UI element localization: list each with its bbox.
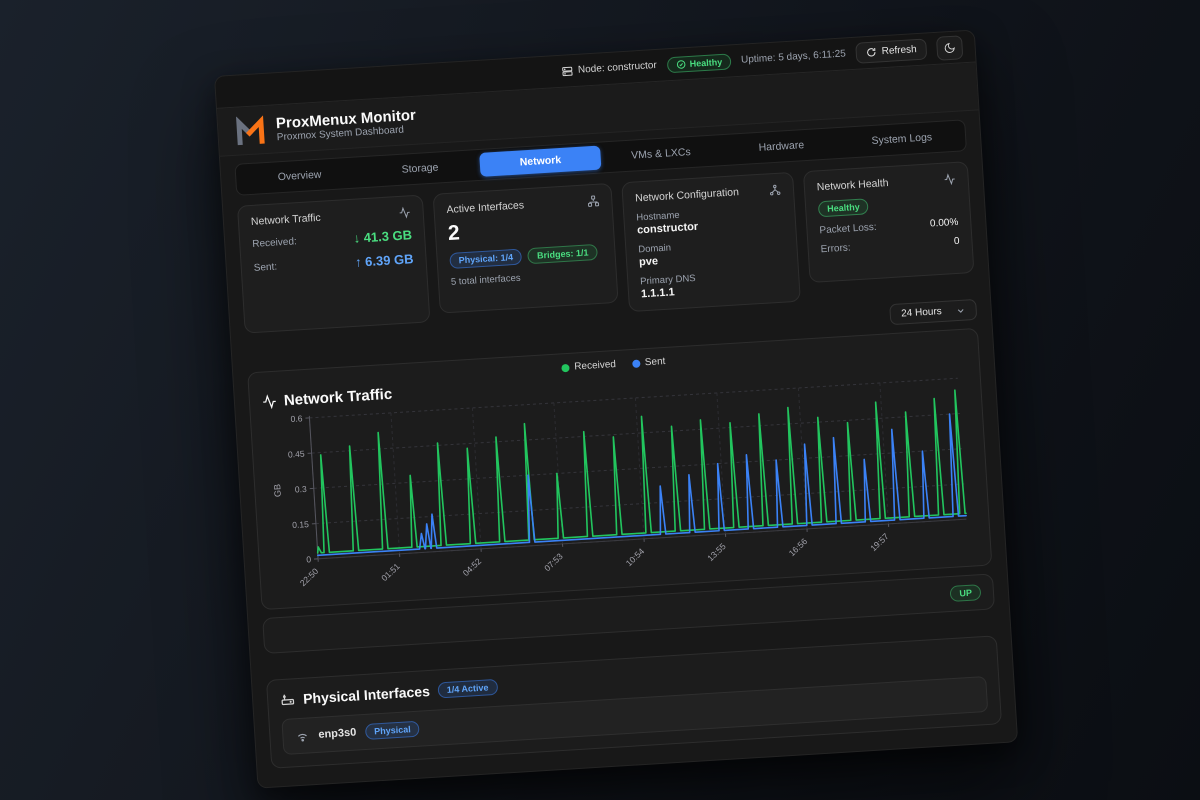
- active-interfaces-card: Active Interfaces 2 Physical: 1/4 Bridge…: [432, 182, 619, 314]
- svg-text:13:55: 13:55: [705, 541, 728, 563]
- activity-icon: [262, 394, 278, 410]
- svg-text:19:57: 19:57: [868, 531, 891, 553]
- interface-type-badge: Physical: [364, 720, 421, 740]
- uptime-label: Uptime: 5 days, 6:11:25: [740, 48, 847, 66]
- proxmenux-logo-icon: [234, 115, 268, 147]
- dashboard-window: Node: constructor Healthy Uptime: 5 days…: [214, 29, 1019, 789]
- physical-interfaces-card: Physical Interfaces 1/4 Active enp3s0 Ph…: [265, 634, 1003, 769]
- svg-text:0: 0: [306, 554, 312, 564]
- packet-loss-value: 0.00%: [929, 216, 959, 230]
- svg-text:0.3: 0.3: [295, 484, 308, 495]
- sent-value: ↑ 6.39 GB: [354, 251, 414, 270]
- chart-controls: 24 Hours: [245, 298, 978, 365]
- check-circle-icon: [675, 59, 686, 70]
- svg-text:10:54: 10:54: [624, 546, 647, 568]
- legend-item-sent: Sent: [631, 356, 666, 369]
- total-interfaces-label: 5 total interfaces: [450, 272, 521, 288]
- health-badge: Healthy: [666, 52, 732, 73]
- svg-text:0.45: 0.45: [288, 449, 305, 460]
- legend-dot: [631, 359, 641, 368]
- card-title: Network Traffic: [250, 211, 322, 229]
- legend-item-received: Received: [561, 359, 616, 373]
- tab-overview[interactable]: Overview: [277, 168, 322, 184]
- time-range-select[interactable]: 24 Hours: [889, 298, 978, 326]
- card-title: Active Interfaces: [446, 199, 525, 217]
- svg-text:0.6: 0.6: [290, 413, 303, 424]
- active-count-badge: 1/4 Active: [437, 678, 498, 699]
- card-title: Network Health: [816, 177, 889, 194]
- activity-icon: [943, 173, 956, 186]
- svg-text:22:50: 22:50: [298, 566, 321, 588]
- chevron-down-icon: [955, 305, 966, 316]
- svg-text:01:51: 01:51: [379, 561, 402, 583]
- refresh-button[interactable]: Refresh: [855, 38, 928, 64]
- node-indicator: Node: constructor: [561, 59, 657, 77]
- card-title: Network Configuration: [634, 186, 740, 205]
- svg-text:GB: GB: [272, 484, 283, 498]
- ethernet-icon: [280, 691, 296, 707]
- interface-name: enp3s0: [318, 726, 357, 741]
- network-configuration-card: Network Configuration Hostname construct…: [621, 171, 801, 313]
- packet-loss-label: Packet Loss:: [819, 221, 878, 237]
- refresh-icon: [865, 47, 877, 59]
- legend-dot: [561, 363, 570, 372]
- up-status-badge: UP: [949, 583, 982, 602]
- theme-toggle-button[interactable]: [935, 34, 964, 61]
- top-status-bar: Node: constructor Healthy Uptime: 5 days…: [215, 30, 976, 109]
- network-health-card: Network Health Healthy Packet Loss: 0.00…: [802, 161, 975, 284]
- interface-row-enp3s0[interactable]: enp3s0 Physical: [281, 675, 989, 755]
- svg-text:16:56: 16:56: [787, 536, 810, 558]
- traffic-line-chart: 0 0.15 0.3 0.45 0.6 GB 22:50 01:51 04:52 07:53 10:…: [272, 377, 967, 588]
- moon-icon: [943, 41, 956, 54]
- received-value: ↓ 41.3 GB: [353, 227, 413, 246]
- svg-text:0.15: 0.15: [292, 519, 309, 530]
- bridges-count-badge: Bridges: 1/1: [527, 243, 598, 265]
- activity-icon: [398, 206, 411, 219]
- tab-vms-lxcs[interactable]: VMs & LXCs: [630, 146, 692, 162]
- signal-icon: [295, 728, 310, 743]
- network-tree-icon: [769, 184, 782, 197]
- sent-label: Sent:: [253, 261, 278, 274]
- tab-system-logs[interactable]: System Logs: [871, 131, 933, 147]
- node-label: Node: constructor: [577, 59, 658, 76]
- physical-count-badge: Physical: 1/4: [449, 248, 523, 269]
- section-title: Physical Interfaces: [302, 682, 431, 707]
- active-interfaces-count: 2: [447, 221, 461, 245]
- network-traffic-chart-card: Received Sent Network Traffic 0 0.15 0.3 0.4…: [247, 327, 993, 610]
- tab-hardware[interactable]: Hardware: [758, 139, 805, 154]
- received-label: Received:: [252, 236, 298, 250]
- network-traffic-card: Network Traffic Received: ↓ 41.3 GB Sent…: [236, 194, 431, 334]
- app-header: ProxMenux Monitor Proxmox System Dashboa…: [217, 62, 979, 157]
- tab-network[interactable]: Network: [479, 145, 602, 177]
- health-status-badge: Healthy: [817, 198, 870, 218]
- errors-label: Errors:: [820, 242, 851, 256]
- stat-cards-row: Network Traffic Received: ↓ 41.3 GB Sent…: [236, 161, 976, 335]
- svg-text:04:52: 04:52: [461, 556, 484, 578]
- errors-value: 0: [953, 235, 960, 248]
- tab-storage[interactable]: Storage: [401, 161, 439, 176]
- network-nodes-icon: [587, 195, 600, 208]
- svg-text:07:53: 07:53: [542, 551, 565, 573]
- server-icon: [561, 65, 574, 78]
